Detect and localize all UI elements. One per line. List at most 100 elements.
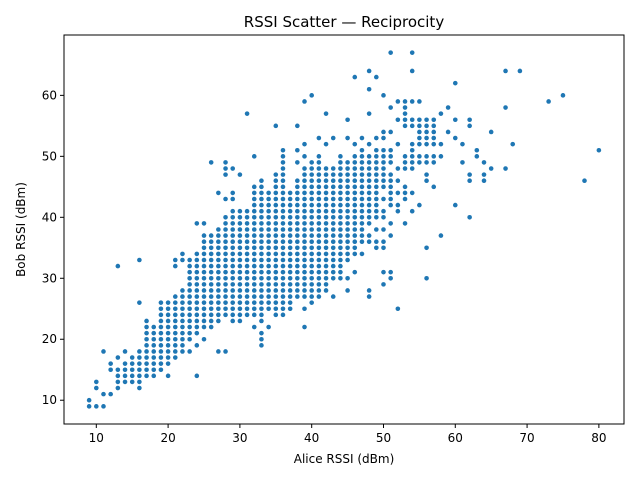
data-point [388,178,393,184]
data-point [330,251,336,257]
data-point [244,221,250,226]
data-point [194,324,200,330]
data-point [259,294,264,299]
data-point [338,196,343,202]
data-point [309,288,314,293]
data-point [129,379,135,385]
data-point [366,221,372,226]
data-point [409,190,415,196]
data-point [323,269,329,275]
data-point [287,257,293,263]
data-point [352,141,358,147]
x-tick-label: 30 [232,431,247,445]
data-point [280,300,286,305]
data-point [266,294,271,299]
data-point [431,160,437,165]
data-point [409,68,415,74]
y-tick-label: 40 [42,210,57,224]
data-point [115,373,121,379]
data-point [280,184,286,190]
data-point [402,123,408,129]
data-point [352,269,358,275]
data-point [388,147,393,153]
data-point [409,208,415,214]
data-point [187,318,192,324]
data-point [237,215,243,220]
data-point [366,208,372,214]
data-point [266,282,271,287]
data-point [316,202,322,208]
data-point [259,275,264,281]
data-point [172,300,178,305]
data-point [374,227,379,232]
data-point [402,196,408,202]
data-point [194,275,200,281]
data-point [230,300,236,305]
data-point [172,306,178,312]
data-point [266,208,271,214]
data-point [366,288,372,293]
data-point [374,172,379,177]
data-point [216,190,221,196]
data-point [352,233,358,238]
data-point [172,349,178,354]
data-point [345,288,350,293]
data-point [144,318,149,324]
data-point [165,300,171,305]
data-point [388,50,393,55]
data-point [388,129,393,135]
data-point [359,251,365,257]
data-point [94,379,99,385]
data-point [409,147,415,153]
data-point [417,154,422,159]
data-point [302,154,307,159]
data-point [374,196,379,202]
data-point [237,300,243,305]
y-tick-label: 10 [42,393,57,407]
data-point [330,221,336,226]
data-point [280,227,286,232]
y-axis-ticks: 10 20 30 40 50 60 [42,88,64,407]
data-point [251,306,257,312]
data-point [187,275,192,281]
data-point [223,245,228,251]
data-point [273,202,279,208]
data-point [323,221,329,226]
data-point [309,221,314,226]
data-point [445,129,451,135]
data-point [251,202,257,208]
data-point [338,202,343,208]
data-point [266,269,271,275]
data-point [366,172,372,177]
data-point [309,245,314,251]
data-point [172,330,178,336]
data-point [374,215,379,220]
data-point [266,245,271,251]
data-point [316,208,322,214]
data-point [194,257,200,263]
data-point [330,166,336,171]
data-point [223,221,228,226]
data-point [216,227,221,232]
data-point [546,99,551,104]
x-tick-label: 40 [304,431,319,445]
data-point [266,275,271,281]
data-point [309,178,314,184]
data-point [316,275,322,281]
data-point [259,269,264,275]
data-point [402,166,408,171]
data-point [230,257,236,263]
data-point [151,367,157,373]
data-point [481,172,487,177]
data-point [180,343,185,348]
y-tick-label: 20 [42,332,57,346]
data-point [452,202,458,208]
data-point [359,184,365,190]
data-point [165,355,171,360]
data-point [287,215,293,220]
data-point [330,245,336,251]
data-point [395,306,401,312]
data-point [230,318,236,324]
data-point [366,233,372,238]
